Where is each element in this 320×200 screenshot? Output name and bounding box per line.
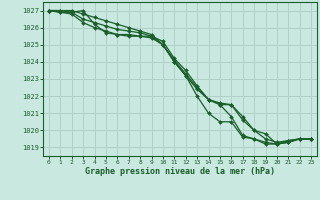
- X-axis label: Graphe pression niveau de la mer (hPa): Graphe pression niveau de la mer (hPa): [85, 167, 275, 176]
